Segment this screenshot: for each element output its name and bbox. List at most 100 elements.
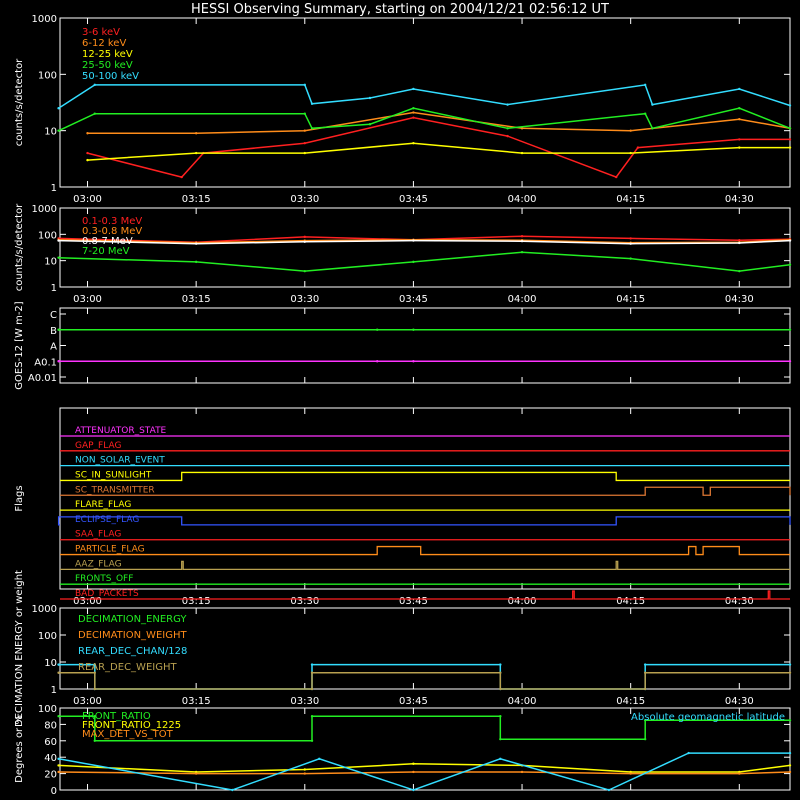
panel-frame-2	[59, 307, 791, 384]
data-point	[687, 751, 690, 755]
data-point	[788, 671, 792, 674]
time-tick-label: 04:15	[616, 696, 645, 707]
y-tick-label: C	[50, 310, 57, 321]
panel-frame-0	[59, 17, 791, 188]
data-point	[788, 764, 792, 767]
data-point	[629, 242, 632, 245]
flag-label: AAZ_FLAG	[75, 559, 122, 569]
series-line-0-1-0-3-mev	[58, 235, 791, 244]
data-point	[506, 127, 509, 130]
data-point	[303, 151, 306, 155]
data-point	[607, 788, 611, 792]
time-tick-label: 04:30	[725, 696, 754, 707]
y-tick-label: 10	[44, 257, 57, 268]
y-tick-label: B	[50, 326, 57, 337]
data-point	[57, 663, 60, 666]
data-point	[738, 238, 741, 242]
legend-entry: REAR_DEC_CHAN/128	[78, 646, 187, 657]
chart-title: HESSI Observing Summary, starting on 200…	[191, 2, 609, 17]
data-point	[520, 239, 524, 243]
data-point	[310, 671, 314, 674]
data-point	[93, 671, 96, 674]
data-point	[57, 256, 60, 259]
data-point	[506, 103, 509, 106]
data-point	[93, 687, 96, 691]
data-point	[520, 234, 524, 238]
data-point	[629, 257, 632, 260]
data-point	[788, 719, 792, 722]
series-line-front-ratio	[58, 715, 790, 742]
time-tick-label: 04:00	[508, 696, 537, 707]
time-tick-label: 03:00	[73, 194, 102, 205]
data-point	[310, 127, 314, 130]
flag-label: ECLIPSE_FLAG	[75, 515, 139, 525]
legend-entry: FRONT_RATIO_1225	[82, 720, 181, 731]
data-point	[499, 663, 502, 666]
time-tick-label: 04:30	[725, 596, 754, 607]
time-tick-label: 03:15	[182, 294, 211, 305]
data-point	[310, 663, 314, 666]
data-point	[614, 175, 618, 179]
flag-line-sc-transmitter	[60, 486, 791, 496]
flag-label: NON_SOLAR_EVENT	[75, 456, 165, 466]
data-point	[520, 151, 524, 155]
data-point	[499, 671, 502, 674]
panel-frame-4	[59, 607, 791, 690]
series-line-absolute-geomagnetic-latitude	[58, 752, 790, 791]
y-tick-label: A	[50, 342, 57, 353]
data-point	[651, 127, 654, 130]
data-point	[788, 751, 792, 755]
flag-line-bad-packets	[60, 590, 790, 600]
time-tick-label: 04:15	[616, 194, 645, 205]
data-point	[303, 83, 306, 87]
y-tick-label: 1	[51, 183, 57, 194]
data-point	[194, 770, 198, 774]
data-point	[57, 757, 60, 761]
data-point	[788, 146, 792, 149]
time-tick-label: 03:45	[399, 294, 428, 305]
data-point	[499, 737, 502, 741]
data-point	[788, 360, 792, 363]
data-point	[303, 235, 306, 239]
flag-label: GAP_FLAG	[75, 441, 121, 451]
flag-line-particle-flag	[60, 545, 790, 556]
data-point	[57, 764, 60, 767]
legend-entry: FRONT_RATIO	[82, 711, 151, 722]
y-axis-label: DECIMATION ENERGY or weight	[14, 570, 25, 727]
y-axis-label: counts/s/detector	[14, 58, 25, 146]
y-tick-label: 1000	[32, 14, 57, 25]
data-point	[93, 112, 96, 115]
data-point	[194, 260, 198, 264]
data-point	[376, 360, 379, 363]
data-point	[738, 146, 741, 149]
time-tick-label: 04:15	[616, 596, 645, 607]
legend-entry: 0.1-0.3 MeV	[82, 216, 142, 227]
data-point	[738, 107, 741, 110]
time-tick-label: 03:45	[399, 194, 428, 205]
data-point	[499, 715, 502, 718]
data-point	[57, 770, 60, 774]
y-tick-label: A0.1	[34, 357, 57, 368]
data-point	[629, 770, 632, 774]
data-point	[499, 687, 502, 691]
data-point	[738, 770, 741, 774]
data-point	[643, 687, 647, 691]
data-point	[57, 129, 60, 132]
flag-label: ATTENUATOR_STATE	[75, 426, 167, 436]
data-point	[738, 241, 741, 245]
panel-frame-3	[59, 407, 791, 590]
series-line-7-20-mev	[58, 251, 791, 272]
data-point	[412, 770, 415, 774]
y-tick-label: 10	[44, 658, 57, 669]
time-tick-label: 03:00	[73, 596, 102, 607]
data-point	[231, 788, 234, 792]
y-tick-label: 1000	[32, 204, 57, 215]
data-point	[93, 663, 96, 666]
data-point	[57, 239, 60, 242]
y-tick-label: 60	[44, 737, 57, 748]
time-tick-label: 03:15	[182, 696, 211, 707]
data-point	[194, 151, 198, 155]
y-tick-label: A0.01	[28, 373, 57, 384]
time-tick-label: 03:30	[290, 596, 319, 607]
